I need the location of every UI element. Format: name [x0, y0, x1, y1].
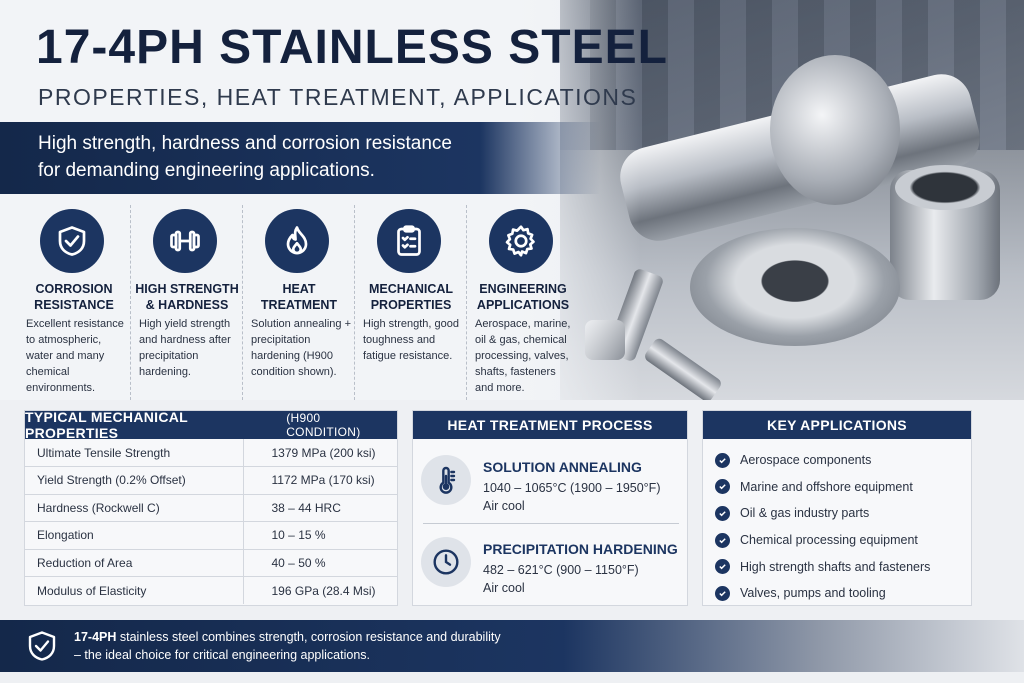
step-note: Air cool [483, 499, 525, 513]
heat-step: SOLUTION ANNEALING 1040 – 1065°C (1900 –… [413, 447, 689, 527]
check-icon [715, 585, 730, 601]
list-item: Oil & gas industry parts [715, 500, 971, 527]
feature-row: CORROSION RESISTANCE Excellent resistance… [18, 205, 578, 400]
mechanical-properties-panel: TYPICAL MECHANICAL PROPERTIES (H900 COND… [24, 409, 398, 606]
tagline-line: High strength, hardness and corrosion re… [38, 133, 453, 154]
applications-list: Aerospace components Marine and offshore… [703, 439, 971, 607]
check-icon [715, 532, 730, 548]
step-note: Air cool [483, 581, 525, 595]
heat-step: PRECIPITATION HARDENING 482 – 621°C (900… [413, 529, 689, 609]
feature-heat-treatment: HEAT TREATMENT Solution annealing + preci… [242, 205, 354, 400]
feature-description: Solution annealing + precipitation harde… [251, 318, 351, 378]
feature-description: High yield strength and hardness after p… [139, 318, 231, 378]
feature-corrosion: CORROSION RESISTANCE Excellent resistance… [18, 205, 130, 400]
clock-icon [421, 537, 471, 587]
table-row: Yield Strength (0.2% Offset) 1172 MPa (17… [25, 466, 397, 495]
page-subtitle: PROPERTIES, HEAT TREATMENT, APPLICATIONS [38, 84, 638, 110]
feature-description: Aerospace, marine, oil & gas, chemical p… [475, 318, 571, 394]
panel-heading: KEY APPLICATIONS [703, 411, 971, 439]
gear-icon [489, 209, 553, 273]
list-item: Aerospace components [715, 447, 971, 474]
panel-heading: HEAT TREATMENT PROCESS [413, 411, 687, 439]
thermometer-icon [421, 455, 471, 505]
flame-icon [265, 209, 329, 273]
table-row: Hardness (Rockwell C) 38 – 44 HRC [25, 494, 397, 522]
tagline-line: for demanding engineering applications. [38, 160, 375, 181]
check-icon [715, 559, 730, 575]
check-icon [715, 452, 730, 468]
flange-plate [690, 228, 900, 346]
feature-title: CORROSION RESISTANCE [34, 282, 114, 312]
step-temperature: 482 – 621°C (900 – 1150°F) [483, 563, 639, 577]
feature-title: ENGINEERING APPLICATIONS [476, 282, 570, 312]
footer-text: 17-4PH stainless steel combines strength… [74, 630, 501, 662]
heat-treatment-panel: HEAT TREATMENT PROCESS SOLUTION ANNEALIN… [412, 410, 688, 606]
table-row: Ultimate Tensile Strength 1379 MPa (200 k… [25, 439, 397, 467]
list-item: Valves, pumps and tooling [715, 580, 971, 607]
check-icon [715, 479, 730, 495]
feature-mechanical: MECHANICAL PROPERTIES High strength, good… [354, 205, 466, 400]
list-item: Marine and offshore equipment [715, 474, 971, 501]
feature-strength: HIGH STRENGTH & HARDNESS High yield stren… [130, 205, 242, 400]
bushing-bore [895, 165, 995, 210]
feature-title: MECHANICAL PROPERTIES [368, 282, 454, 312]
key-applications-panel: KEY APPLICATIONS Aerospace components Ma… [702, 410, 972, 606]
shaft-flange [770, 55, 900, 205]
feature-title: HIGH STRENGTH & HARDNESS [135, 282, 239, 312]
page-title: 17-4PH STAINLESS STEEL [36, 21, 668, 74]
step-title: SOLUTION ANNEALING [483, 459, 642, 475]
step-title: PRECIPITATION HARDENING [483, 541, 678, 557]
table-row: Modulus of Elasticity 196 GPa (28.4 Msi) [25, 576, 397, 604]
tagline-banner: High strength, hardness and corrosion re… [0, 122, 600, 194]
shield-check-icon [40, 209, 104, 273]
list-item: Chemical processing equipment [715, 527, 971, 554]
feature-description: Excellent resistance to atmospheric, wat… [26, 318, 124, 394]
feature-title: HEAT TREATMENT [260, 282, 338, 312]
properties-table: Ultimate Tensile Strength 1379 MPa (200 k… [25, 439, 397, 604]
clipboard-checklist-icon [377, 209, 441, 273]
panel-heading: TYPICAL MECHANICAL PROPERTIES (H900 COND… [25, 409, 397, 441]
shield-check-icon [28, 631, 56, 661]
list-item: High strength shafts and fasteners [715, 553, 971, 580]
divider [423, 523, 679, 524]
table-row: Reduction of Area 40 – 50 % [25, 549, 397, 577]
header-fade [0, 0, 640, 400]
feature-description: High strength, good toughness and fatigu… [363, 318, 460, 362]
step-temperature: 1040 – 1065°C (1900 – 1950°F) [483, 481, 661, 495]
check-icon [715, 505, 730, 521]
table-row: Elongation 10 – 15 % [25, 521, 397, 550]
feature-applications: ENGINEERING APPLICATIONS Aerospace, marin… [466, 205, 578, 400]
dumbbell-icon [153, 209, 217, 273]
footer-banner: 17-4PH stainless steel combines strength… [0, 620, 1024, 672]
